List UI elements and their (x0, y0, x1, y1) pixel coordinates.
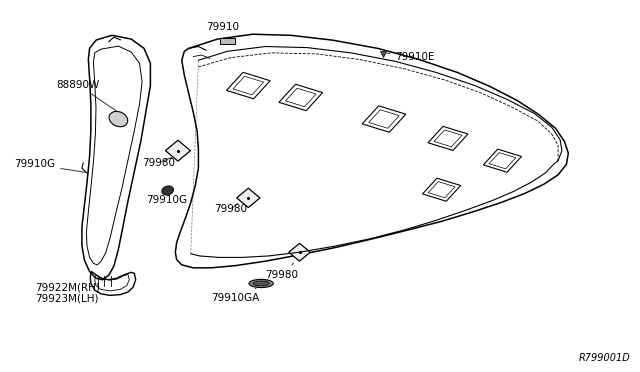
Text: 79910E: 79910E (387, 52, 435, 61)
FancyBboxPatch shape (220, 38, 235, 44)
Polygon shape (165, 140, 191, 161)
Text: 79910GA: 79910GA (211, 288, 259, 302)
Polygon shape (289, 243, 310, 261)
Text: 79980: 79980 (142, 157, 175, 168)
Ellipse shape (162, 186, 173, 195)
Polygon shape (237, 188, 260, 208)
Text: 79980: 79980 (266, 263, 299, 279)
Ellipse shape (109, 111, 128, 127)
Text: R799001D: R799001D (579, 353, 630, 363)
Ellipse shape (249, 279, 273, 288)
Text: 79910G: 79910G (146, 190, 187, 205)
Text: 79980: 79980 (214, 203, 248, 214)
Text: 79922M(RH)
79923M(LH): 79922M(RH) 79923M(LH) (35, 280, 106, 304)
Text: 79910: 79910 (206, 22, 239, 38)
Text: 88890W: 88890W (56, 80, 116, 111)
Text: 79910G: 79910G (14, 160, 87, 173)
Ellipse shape (253, 281, 269, 286)
